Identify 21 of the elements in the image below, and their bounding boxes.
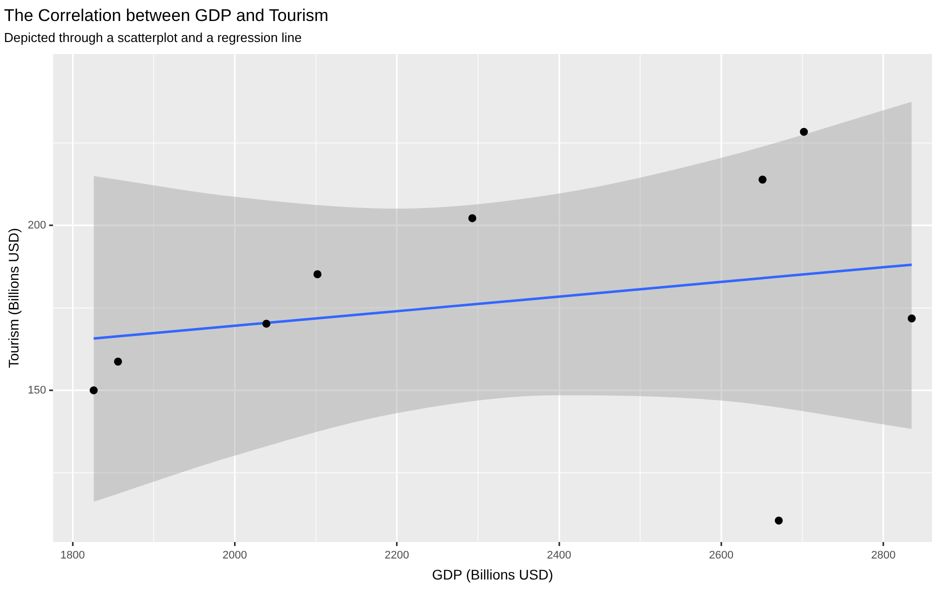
- point: [468, 214, 476, 222]
- x-tick-label: 2000: [222, 550, 247, 562]
- point: [90, 386, 98, 394]
- x-tick-label: 1800: [60, 550, 85, 562]
- x-tick-label: 2600: [708, 550, 734, 562]
- point: [800, 128, 808, 136]
- x-tick-label: 2200: [384, 550, 410, 562]
- point: [313, 270, 322, 278]
- y-tick-label: 200: [28, 219, 46, 232]
- point: [758, 176, 767, 184]
- chart-title: The Correlation between GDP and Tourism: [4, 6, 328, 25]
- x-axis-title: GDP (Billions USD): [432, 566, 554, 582]
- y-axis-title: Tourism (Billions USD): [5, 228, 22, 368]
- x-tick-label: 2400: [546, 550, 572, 562]
- y-tick-label: 150: [28, 384, 46, 396]
- point: [908, 314, 916, 322]
- point: [774, 516, 783, 525]
- x-tick-label: 2800: [871, 550, 896, 562]
- point: [262, 320, 270, 328]
- chart-subtitle: Depicted through a scatterplot and a regression line: [4, 30, 302, 45]
- point: [114, 358, 122, 366]
